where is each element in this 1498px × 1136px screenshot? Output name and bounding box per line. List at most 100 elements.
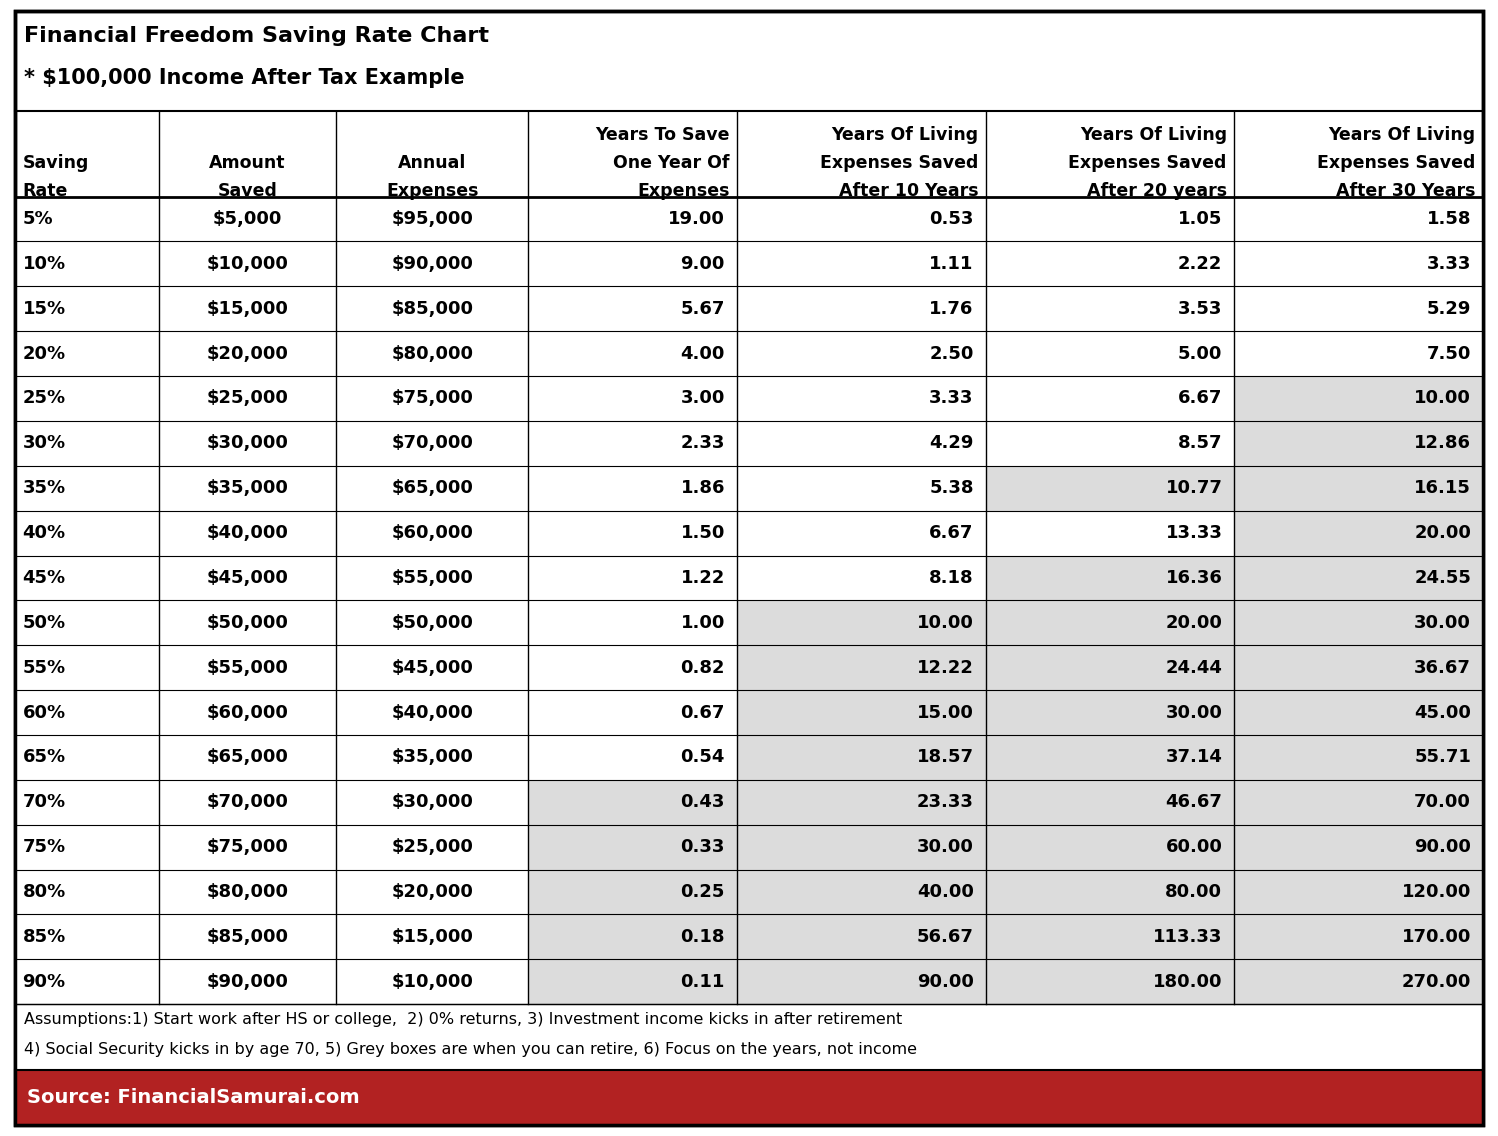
- Text: 3.33: 3.33: [1426, 254, 1471, 273]
- Bar: [529, 420, 737, 466]
- Text: $50,000: $50,000: [207, 613, 289, 632]
- Bar: [1234, 331, 1483, 376]
- Text: 5%: 5%: [22, 210, 52, 228]
- Text: Saving: Saving: [22, 154, 88, 173]
- Bar: [737, 511, 986, 556]
- Bar: [1234, 914, 1483, 959]
- Text: Saved: Saved: [217, 182, 277, 200]
- Bar: [15, 556, 159, 600]
- Text: $65,000: $65,000: [207, 749, 289, 767]
- Bar: [737, 286, 986, 331]
- Bar: [15, 286, 159, 331]
- Text: 80%: 80%: [22, 883, 66, 901]
- Text: 120.00: 120.00: [1402, 883, 1471, 901]
- Bar: [15, 466, 159, 510]
- Bar: [336, 197, 529, 241]
- Text: 6.67: 6.67: [929, 524, 974, 542]
- Bar: [529, 556, 737, 600]
- Bar: [15, 1070, 1483, 1125]
- Bar: [1234, 241, 1483, 286]
- Bar: [15, 959, 159, 1004]
- Bar: [986, 779, 1234, 825]
- Bar: [737, 420, 986, 466]
- Bar: [1234, 511, 1483, 556]
- Bar: [737, 645, 986, 690]
- Text: 16.15: 16.15: [1414, 479, 1471, 498]
- Text: 19.00: 19.00: [668, 210, 725, 228]
- Bar: [986, 914, 1234, 959]
- Text: 3.33: 3.33: [929, 390, 974, 408]
- Bar: [529, 511, 737, 556]
- Bar: [529, 600, 737, 645]
- Text: $40,000: $40,000: [207, 524, 289, 542]
- Bar: [986, 376, 1234, 420]
- Text: 12.86: 12.86: [1414, 434, 1471, 452]
- Bar: [529, 331, 737, 376]
- Text: Financial Freedom Saving Rate Chart: Financial Freedom Saving Rate Chart: [24, 26, 488, 47]
- Text: After 20 years: After 20 years: [1086, 182, 1227, 200]
- Text: $65,000: $65,000: [391, 479, 473, 498]
- Bar: [986, 286, 1234, 331]
- Text: $90,000: $90,000: [207, 972, 289, 991]
- Bar: [159, 600, 336, 645]
- Bar: [159, 241, 336, 286]
- Bar: [15, 690, 159, 735]
- Bar: [986, 735, 1234, 779]
- Text: Expenses: Expenses: [386, 182, 478, 200]
- Text: $25,000: $25,000: [391, 838, 473, 857]
- Text: 40%: 40%: [22, 524, 66, 542]
- Text: Years Of Living: Years Of Living: [1080, 126, 1227, 144]
- Text: $15,000: $15,000: [391, 928, 473, 946]
- Text: 13.33: 13.33: [1165, 524, 1222, 542]
- Text: $80,000: $80,000: [391, 344, 473, 362]
- Text: 1.86: 1.86: [680, 479, 725, 498]
- Text: 5.29: 5.29: [1426, 300, 1471, 318]
- Bar: [737, 376, 986, 420]
- Bar: [336, 870, 529, 914]
- Text: 10%: 10%: [22, 254, 66, 273]
- Text: Source: FinancialSamurai.com: Source: FinancialSamurai.com: [27, 1088, 360, 1106]
- Bar: [737, 556, 986, 600]
- Bar: [986, 556, 1234, 600]
- Bar: [15, 420, 159, 466]
- Text: 20%: 20%: [22, 344, 66, 362]
- Text: 2.50: 2.50: [929, 344, 974, 362]
- Bar: [1234, 286, 1483, 331]
- Bar: [336, 735, 529, 779]
- Bar: [336, 286, 529, 331]
- Text: 40.00: 40.00: [917, 883, 974, 901]
- Bar: [1234, 690, 1483, 735]
- Bar: [737, 779, 986, 825]
- Bar: [737, 735, 986, 779]
- Text: 65%: 65%: [22, 749, 66, 767]
- Bar: [986, 331, 1234, 376]
- Text: 0.18: 0.18: [680, 928, 725, 946]
- Bar: [986, 645, 1234, 690]
- Bar: [529, 241, 737, 286]
- Bar: [737, 600, 986, 645]
- Bar: [529, 735, 737, 779]
- Bar: [1234, 645, 1483, 690]
- Bar: [529, 690, 737, 735]
- Bar: [15, 197, 159, 241]
- Bar: [15, 600, 159, 645]
- Text: 15.00: 15.00: [917, 703, 974, 721]
- Text: Expenses: Expenses: [637, 182, 730, 200]
- Bar: [336, 825, 529, 870]
- Bar: [529, 376, 737, 420]
- Bar: [159, 466, 336, 510]
- Text: $30,000: $30,000: [207, 434, 289, 452]
- Text: 0.67: 0.67: [680, 703, 725, 721]
- Bar: [986, 241, 1234, 286]
- Text: 6.67: 6.67: [1177, 390, 1222, 408]
- Text: 3.53: 3.53: [1177, 300, 1222, 318]
- Text: 5.67: 5.67: [680, 300, 725, 318]
- Bar: [529, 914, 737, 959]
- Text: Amount: Amount: [210, 154, 286, 173]
- Bar: [159, 331, 336, 376]
- Bar: [986, 690, 1234, 735]
- Text: $20,000: $20,000: [207, 344, 289, 362]
- Bar: [159, 779, 336, 825]
- Bar: [15, 331, 159, 376]
- Bar: [529, 645, 737, 690]
